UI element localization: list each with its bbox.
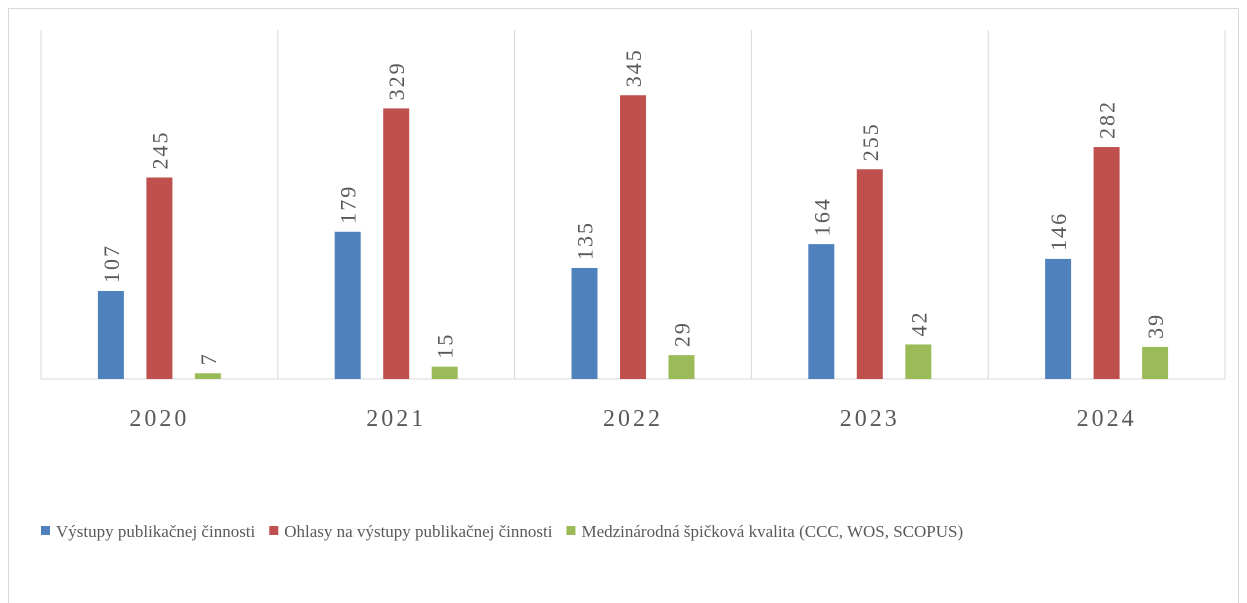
x-tick-label: 2023 — [840, 406, 900, 432]
data-label: 345 — [621, 48, 646, 87]
legend-label: Ohlasy na výstupy publikačnej činnosti — [284, 522, 552, 541]
bar — [668, 355, 695, 379]
x-tick-label: 2021 — [366, 406, 426, 432]
data-label: 146 — [1046, 212, 1071, 251]
data-label: 15 — [433, 333, 458, 359]
legend-swatch — [566, 526, 576, 535]
data-label: 245 — [147, 130, 172, 169]
x-tick-label: 2022 — [603, 406, 663, 432]
legend-label: Medzinárodná špičková kvalita (CCC, WOS,… — [581, 522, 963, 541]
bar — [431, 366, 458, 379]
data-label: 135 — [573, 221, 598, 260]
bar — [620, 95, 646, 380]
bar — [334, 231, 361, 379]
data-label: 29 — [670, 321, 695, 347]
data-label: 39 — [1143, 313, 1168, 339]
bar — [1045, 258, 1072, 379]
legend-swatch — [41, 526, 50, 535]
bar — [97, 290, 124, 379]
data-label: 255 — [858, 122, 883, 161]
data-label: 164 — [809, 197, 834, 236]
bar — [194, 373, 221, 379]
x-tick-label: 2024 — [1077, 406, 1137, 432]
data-label: 179 — [336, 185, 361, 224]
bar — [1142, 346, 1169, 379]
bar — [856, 169, 883, 379]
bar — [808, 244, 835, 379]
bar — [383, 108, 410, 380]
x-tick-label: 2020 — [129, 406, 189, 432]
bar — [905, 344, 932, 379]
bar — [571, 267, 598, 379]
bar — [146, 177, 173, 379]
data-label: 282 — [1095, 100, 1120, 139]
chart-border — [8, 8, 1239, 603]
legend-swatch — [269, 526, 279, 535]
data-label: 42 — [906, 310, 931, 336]
bar — [1093, 147, 1120, 379]
data-label: 329 — [384, 61, 409, 100]
data-label: 107 — [99, 244, 124, 283]
data-label: 7 — [196, 352, 221, 365]
legend-label: Výstupy publikačnej činnosti — [56, 522, 256, 541]
